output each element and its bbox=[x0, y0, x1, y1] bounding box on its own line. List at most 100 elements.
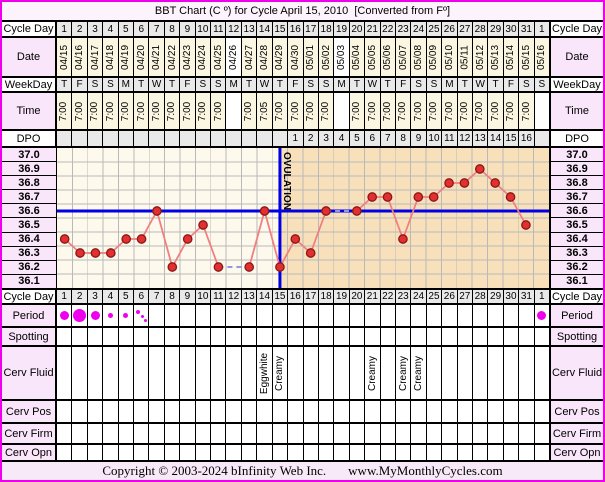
temp-data-point bbox=[521, 220, 531, 230]
row-label-spotting-left: Spotting bbox=[2, 328, 56, 345]
temp-line-segment bbox=[509, 196, 527, 226]
cycle-day-cell: 30 bbox=[502, 22, 519, 36]
dpo-cell-text: 2 bbox=[307, 133, 314, 144]
cycle-day-cell: 7 bbox=[148, 290, 164, 303]
temp-data-point bbox=[59, 234, 70, 244]
period-cell bbox=[225, 305, 240, 326]
cerv-opn-cell bbox=[317, 445, 333, 460]
time-cell-text: 7:00 bbox=[413, 101, 425, 121]
date-cell-text: 04/25 bbox=[212, 44, 224, 70]
time-cell: 7:00 bbox=[502, 93, 519, 129]
cerv-firm-cell bbox=[148, 424, 163, 443]
spotting-cell bbox=[487, 328, 502, 345]
cerv-firm-cell bbox=[102, 424, 117, 443]
date-cell-text: 04/19 bbox=[120, 44, 132, 70]
period-cell bbox=[71, 305, 87, 326]
cerv-opn-cell bbox=[102, 445, 117, 460]
temp-scale-tick: 36.3 bbox=[2, 246, 56, 261]
cerv-fluid-cell bbox=[471, 347, 487, 399]
cycle-day-cell-text: 2 bbox=[76, 291, 83, 302]
cerv-pos-cell bbox=[425, 401, 441, 422]
spotting-cell bbox=[471, 328, 487, 345]
cycle-day-row-bottom: Cycle Day 1 2 3 4 5 6 7 8 9 10 11 12 13 14 15 16 17 18 19 2… bbox=[2, 290, 603, 305]
cerv-firm-cell bbox=[471, 424, 487, 443]
period-cell bbox=[348, 305, 364, 326]
cerv-fluid-cell bbox=[502, 347, 518, 399]
temp-line-segment bbox=[202, 224, 220, 268]
cycle-day-cell: 19 bbox=[333, 22, 349, 36]
cycle-day-cell: 10 bbox=[194, 22, 211, 36]
cycle-day-cell-text: 1 bbox=[61, 291, 67, 302]
time-cell-text: 7:00 bbox=[443, 101, 455, 121]
date-cell: 05/08 bbox=[410, 38, 426, 76]
time-row: Time 7:00 7:00 7:00 7:00 7:00 7:00 7:00 7:00 7:0… bbox=[2, 93, 603, 131]
temp-data-point bbox=[367, 192, 378, 202]
cerv-firm-cell bbox=[333, 424, 348, 443]
cycle-day-cell: 24 bbox=[410, 290, 426, 303]
cycle-day-cell-text: 23 bbox=[397, 291, 409, 302]
dpo-cell-text: 12 bbox=[459, 133, 471, 144]
cycle-day-cell-text: 28 bbox=[474, 23, 486, 35]
cerv-firm-cell bbox=[133, 424, 148, 443]
date-cell: 05/15 bbox=[518, 38, 534, 76]
cycle-day-cell-text: 30 bbox=[505, 291, 517, 302]
time-cell: 7:00 bbox=[117, 93, 134, 129]
ovulation-label: OVULATION bbox=[281, 152, 292, 210]
cycle-day-cell: 10 bbox=[194, 290, 211, 303]
cycle-day-cell: 1 bbox=[533, 22, 549, 36]
spotting-cell bbox=[425, 328, 441, 345]
temp-data-point bbox=[90, 248, 101, 258]
cerv-fluid-cell: Creamy bbox=[394, 347, 410, 399]
weekday-cell: T bbox=[240, 78, 257, 91]
row-label-cerv-firm-right: Cerv Firm bbox=[549, 424, 603, 443]
time-cell: 7:00 bbox=[240, 93, 257, 129]
cerv-opn-cell bbox=[379, 445, 395, 460]
weekday-cell-text: W bbox=[151, 79, 162, 90]
weekday-cell-text: F bbox=[400, 79, 407, 90]
cerv-fluid-cell bbox=[71, 347, 86, 399]
period-cell bbox=[240, 305, 256, 326]
date-cell: 05/16 bbox=[533, 38, 549, 76]
dpo-cell-text: 8 bbox=[400, 133, 406, 144]
cycle-day-cell-text: 9 bbox=[184, 23, 191, 35]
temp-line-segment bbox=[386, 196, 404, 240]
spotting-cell bbox=[441, 328, 456, 345]
chart-plot-area: OVULATION bbox=[56, 148, 549, 288]
website-link[interactable]: www.MyMonthlyCycles.com bbox=[348, 463, 503, 478]
time-cell: 7:00 bbox=[518, 93, 534, 129]
weekday-cell-text: S bbox=[91, 79, 99, 90]
cerv-pos-cell bbox=[379, 401, 395, 422]
spotting-cell bbox=[317, 328, 333, 345]
period-cell bbox=[86, 305, 102, 326]
cycle-day-cell: 26 bbox=[441, 22, 457, 36]
cycle-day-cell-text: 28 bbox=[474, 291, 486, 302]
date-cell-text: 05/03 bbox=[336, 44, 348, 70]
row-label-cerv-firm-left: Cerv Firm bbox=[2, 424, 56, 443]
period-cell bbox=[56, 305, 71, 326]
time-cell: 7:00 bbox=[317, 93, 334, 129]
cerv-pos-cell bbox=[441, 401, 456, 422]
cycle-day-cell-text: 7 bbox=[153, 23, 160, 35]
date-cell: 04/28 bbox=[256, 38, 272, 76]
temp-data-point bbox=[474, 164, 485, 174]
cerv-opn-cell bbox=[518, 445, 533, 460]
date-row: Date 04/15 04/16 04/17 04/18 04/19 04/20 04/21… bbox=[2, 38, 603, 78]
dpo-cell bbox=[240, 131, 257, 146]
row-label-cerv-fluid-right: Cerv Fluid bbox=[549, 347, 603, 399]
weekday-cell-text: T bbox=[168, 79, 176, 90]
cerv-firm-cell bbox=[271, 424, 287, 443]
temp-line-segment bbox=[279, 238, 297, 268]
weekday-cell: T bbox=[163, 78, 180, 91]
weekday-cell-text: W bbox=[475, 79, 485, 90]
temp-scale-tick: 36.2 bbox=[2, 260, 56, 275]
row-label-period-left: Period bbox=[2, 305, 56, 326]
cycle-day-cell: 4 bbox=[102, 22, 118, 36]
temp-data-point bbox=[152, 206, 162, 216]
cerv-opn-cell bbox=[533, 445, 549, 460]
weekday-cell-text: S bbox=[538, 79, 546, 90]
cycle-day-cell: 12 bbox=[225, 22, 241, 36]
cycle-day-cell: 27 bbox=[456, 22, 472, 36]
row-label-time-left: Time bbox=[2, 93, 56, 129]
cycle-day-cell-text: 5 bbox=[123, 291, 129, 302]
cerv-firm-cell bbox=[225, 424, 240, 443]
